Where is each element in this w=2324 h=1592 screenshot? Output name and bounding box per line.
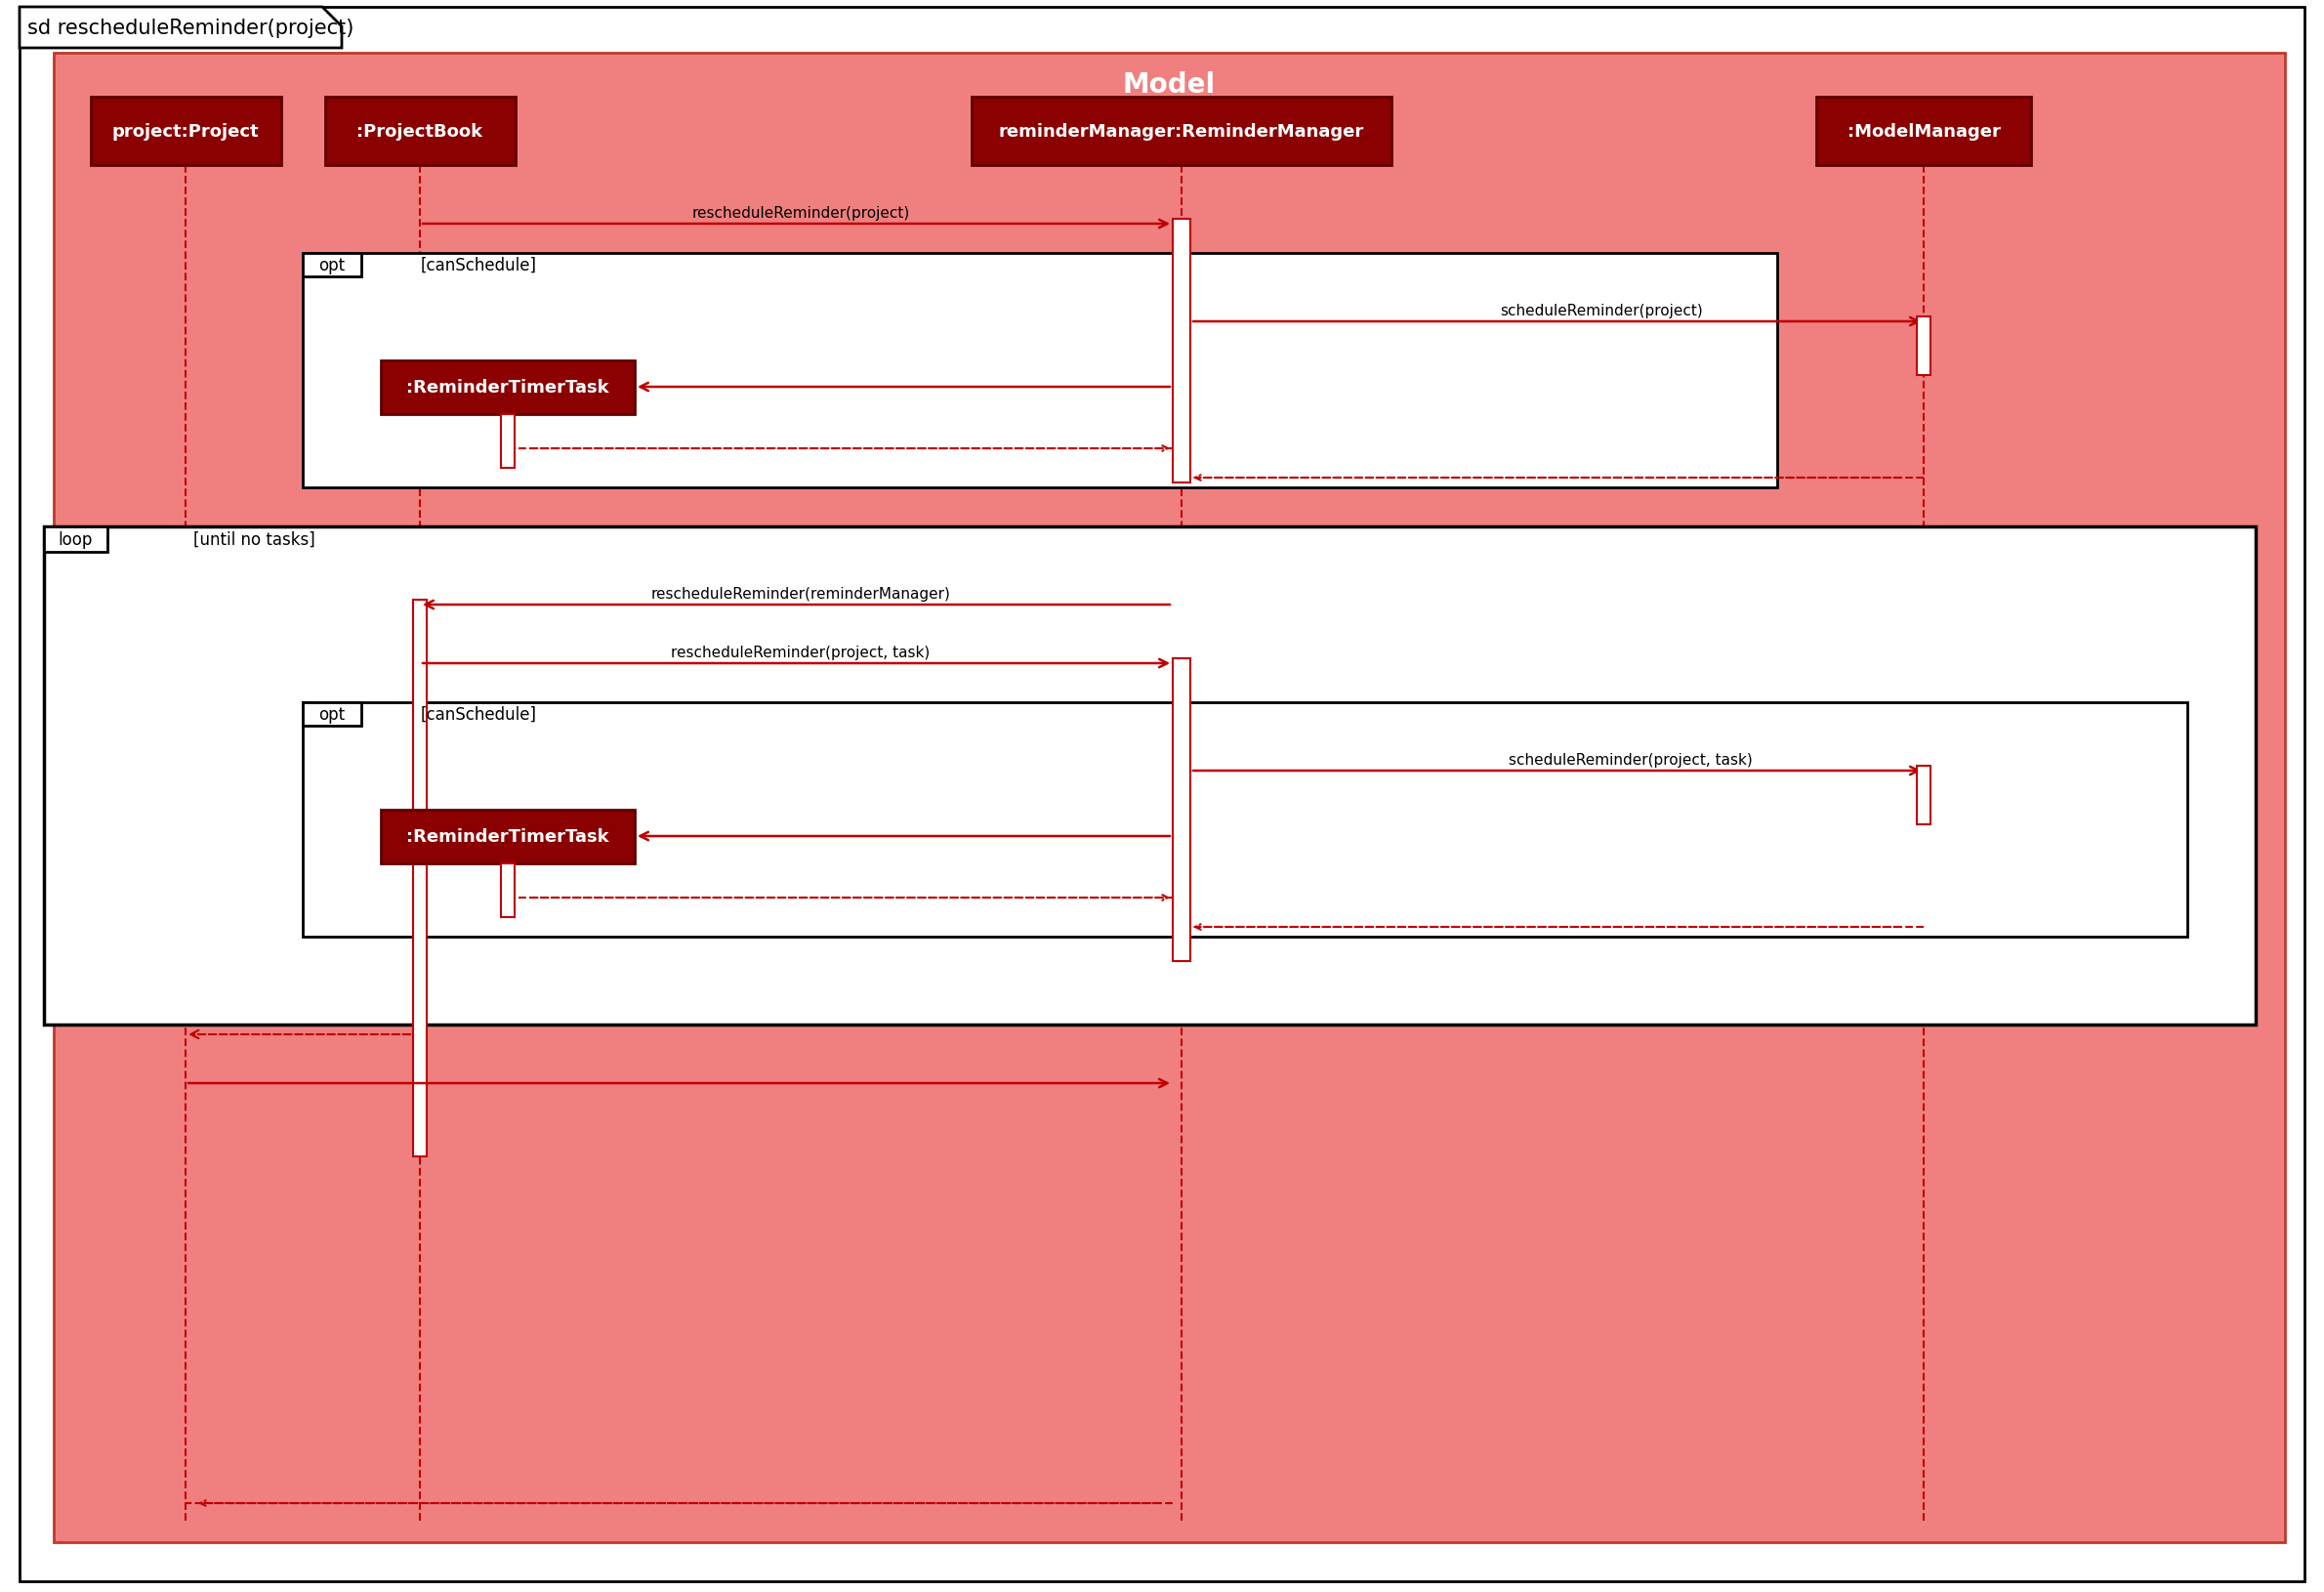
Text: Model: Model — [1122, 72, 1215, 99]
Bar — [381, 361, 634, 416]
Bar — [502, 864, 514, 917]
Text: opt: opt — [318, 256, 346, 274]
Text: rescheduleReminder(project): rescheduleReminder(project) — [693, 205, 909, 220]
Bar — [381, 810, 634, 864]
Text: :ReminderTimerTask: :ReminderTimerTask — [407, 828, 609, 845]
Bar — [302, 702, 360, 726]
Bar — [1917, 766, 1931, 825]
Bar — [302, 253, 1778, 489]
Bar — [971, 97, 1392, 166]
Text: loop: loop — [58, 532, 93, 549]
Text: [canSchedule]: [canSchedule] — [421, 705, 537, 723]
Bar — [302, 253, 360, 277]
Text: rescheduleReminder(project, task): rescheduleReminder(project, task) — [672, 645, 930, 659]
Polygon shape — [19, 8, 342, 49]
Text: :ReminderTimerTask: :ReminderTimerTask — [407, 379, 609, 396]
Bar — [1174, 659, 1190, 962]
Text: :ModelManager: :ModelManager — [1848, 123, 2001, 140]
Text: :ProjectBook: :ProjectBook — [358, 123, 483, 140]
Bar — [44, 527, 2257, 1025]
Text: [canSchedule]: [canSchedule] — [421, 256, 537, 274]
Bar — [325, 97, 516, 166]
Bar — [1817, 97, 2031, 166]
Text: sd rescheduleReminder(project): sd rescheduleReminder(project) — [28, 19, 353, 38]
Bar — [91, 97, 281, 166]
Text: scheduleReminder(project): scheduleReminder(project) — [1499, 302, 1703, 318]
Bar — [414, 600, 428, 1157]
Text: project:Project: project:Project — [112, 123, 258, 140]
Bar — [1174, 220, 1190, 482]
Bar — [302, 702, 2187, 938]
Text: reminderManager:ReminderManager: reminderManager:ReminderManager — [999, 123, 1364, 140]
Bar — [44, 527, 107, 552]
Text: scheduleReminder(project, task): scheduleReminder(project, task) — [1508, 751, 1752, 767]
Text: rescheduleReminder(reminderManager): rescheduleReminder(reminderManager) — [651, 586, 951, 600]
Bar — [1917, 317, 1931, 376]
Bar — [502, 416, 514, 468]
Text: opt: opt — [318, 705, 346, 723]
Text: [until no tasks]: [until no tasks] — [193, 532, 314, 549]
